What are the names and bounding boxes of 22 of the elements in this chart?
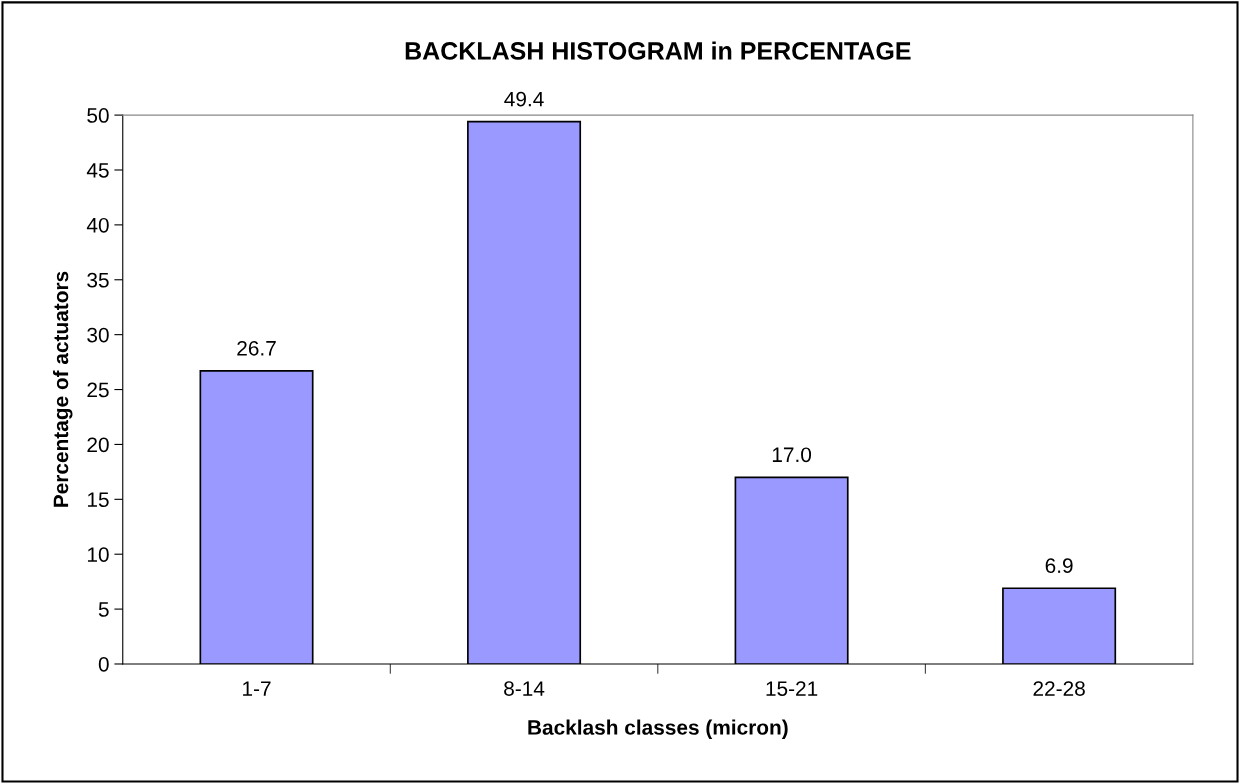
y-tick-label: 25: [87, 382, 109, 398]
data-label: 6.9: [1045, 558, 1073, 574]
x-axis-title: Backlash classes (micron): [528, 719, 788, 739]
chart-title: BACKLASH HISTOGRAM in PERCENTAGE: [405, 41, 911, 60]
y-tick-label: 40: [86, 217, 109, 233]
x-tick-label: 22-28: [1033, 681, 1085, 696]
y-axis-title: Percentage of actuators: [52, 271, 73, 507]
x-tick-label: 1-7: [243, 681, 271, 696]
y-tick-label: 5: [98, 602, 109, 617]
y-tick-label: 35: [87, 272, 109, 288]
data-label: 49.4: [504, 91, 544, 107]
y-tick-label: 10: [87, 547, 109, 562]
y-tick-label: 15: [87, 492, 109, 508]
x-tick-label: 8-14: [504, 681, 545, 696]
data-label: 26.7: [237, 340, 276, 356]
y-tick-label: 0: [98, 656, 109, 672]
x-tick-label: 15-21: [766, 681, 818, 696]
y-tick-label: 30: [87, 327, 109, 343]
y-tick-label: 50: [87, 108, 109, 123]
y-tick-label: 45: [86, 163, 109, 178]
y-tick-label: 20: [87, 437, 109, 453]
data-label: 17.0: [772, 447, 812, 463]
